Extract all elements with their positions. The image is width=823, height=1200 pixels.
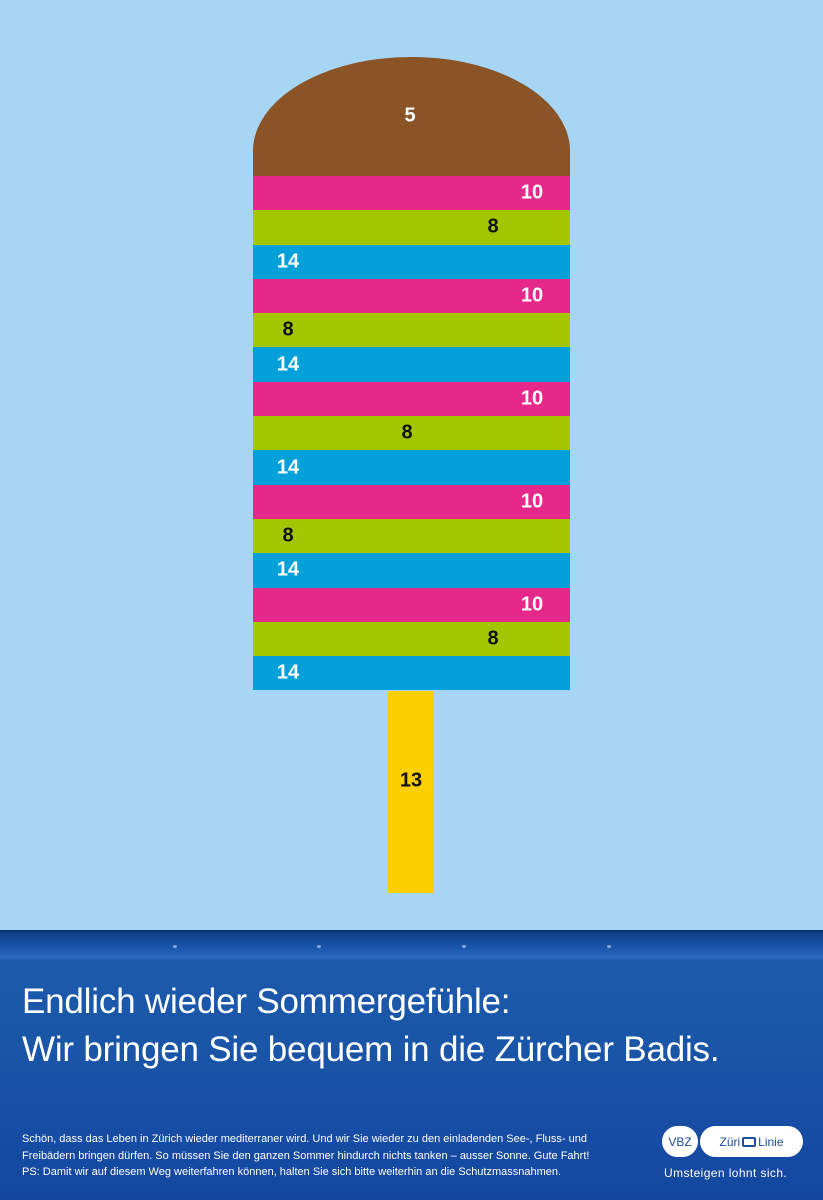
bus-roof-rail [0, 930, 823, 962]
popsicle-stick [388, 691, 434, 893]
rivet [607, 945, 611, 948]
stripe-number: 8 [401, 421, 413, 444]
stripe-number: 8 [282, 524, 294, 547]
linie-logo-text: Linie [758, 1134, 784, 1149]
body-line: Freibädern bringen dürfen. So müssen Sie… [22, 1149, 590, 1162]
zueri-linie-logo: Züri Linie [700, 1126, 803, 1157]
scoop-number: 5 [404, 104, 416, 127]
headline: Endlich wieder Sommergefühle: Wir bringe… [22, 978, 720, 1074]
stripe-number: 14 [276, 558, 300, 581]
tagline: Umsteigen lohnt sich. [664, 1166, 788, 1180]
vbz-logo: VBZ [662, 1126, 698, 1157]
stripe-number: 10 [520, 181, 544, 204]
stripe-number: 10 [520, 593, 544, 616]
popsicle-stripe: 8 [253, 416, 570, 451]
stripe-number: 10 [520, 490, 544, 513]
body-line: PS: Damit wir auf diesem Weg weiterfahre… [22, 1166, 562, 1178]
popsicle-stripe: 14 [253, 347, 570, 382]
stripe-number: 10 [520, 387, 544, 410]
stripe-number: 14 [276, 353, 300, 376]
popsicle-stripe: 10 [253, 278, 570, 314]
headline-line: Wir bringen Sie bequem in die Zürcher Ba… [22, 1030, 720, 1069]
headline-line: Endlich wieder Sommergefühle: [22, 982, 511, 1021]
popsicle-stripe: 10 [253, 484, 570, 519]
popsicle-stripe: 8 [253, 313, 570, 348]
body-line: Schön, dass das Leben in Zürich wieder m… [22, 1133, 587, 1145]
popsicle-stripe: 10 [253, 176, 570, 211]
zueri-logo-text: Züri [719, 1134, 741, 1149]
rivet [317, 945, 321, 948]
stripe-number: 14 [276, 456, 300, 479]
popsicle-stripe: 10 [253, 587, 570, 622]
popsicle-illustration: 5 10 8 14 10 8 14 10 8 14 10 8 14 10 8 14 13 [253, 57, 570, 893]
popsicle-stripe: 8 [253, 210, 570, 245]
bottom-banner: Endlich wieder Sommergefühle: Wir bringe… [0, 930, 823, 1200]
stripe-number: 8 [282, 318, 294, 341]
popsicle-stripes: 10 8 14 10 8 14 10 8 14 10 8 14 10 8 14 [253, 176, 570, 691]
popsicle-stripe: 14 [253, 450, 570, 485]
popsicle-stripe: 10 [253, 381, 570, 417]
popsicle-stripe: 8 [253, 518, 570, 554]
stripe-number: 10 [520, 284, 544, 307]
vbz-logo-text: VBZ [668, 1134, 692, 1149]
rivet [173, 945, 177, 948]
popsicle-stripe: 14 [253, 656, 570, 691]
popsicle-stripe: 14 [253, 553, 570, 588]
body-text: Schön, dass das Leben in Zürich wieder m… [22, 1131, 662, 1181]
stripe-number: 14 [276, 250, 300, 273]
bus-icon [742, 1136, 757, 1147]
stick-number: 13 [399, 769, 423, 792]
stripe-number: 14 [276, 661, 300, 684]
popsicle-stripe: 14 [253, 244, 570, 279]
stripe-number: 8 [487, 627, 499, 650]
stripe-number: 8 [487, 215, 499, 238]
popsicle-stripe: 8 [253, 621, 570, 657]
rivet [462, 945, 466, 948]
